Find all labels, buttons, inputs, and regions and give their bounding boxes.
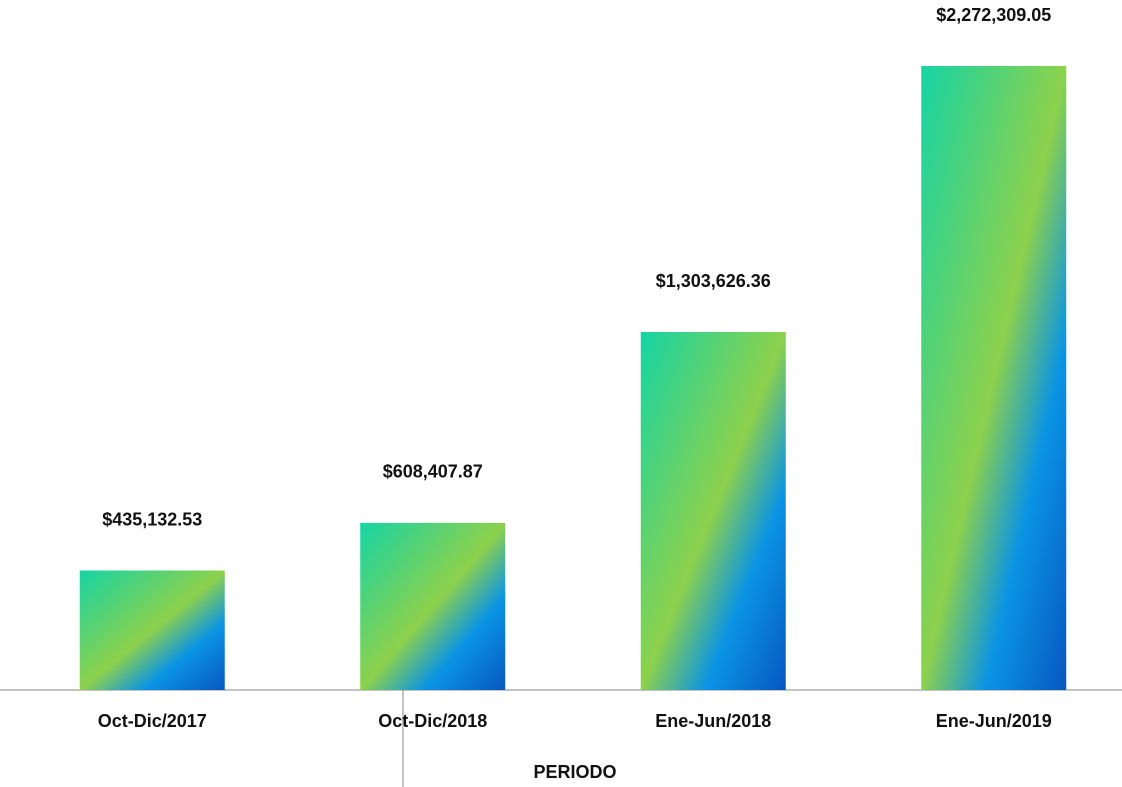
x-tick-label: Oct-Dic/2018 bbox=[378, 711, 487, 731]
bar bbox=[79, 570, 225, 690]
value-label: $435,132.53 bbox=[102, 509, 202, 529]
value-label: $608,407.87 bbox=[383, 462, 483, 482]
value-label: $1,303,626.36 bbox=[656, 271, 771, 291]
bar bbox=[360, 522, 506, 690]
x-tick-label: Ene-Jun/2019 bbox=[936, 711, 1052, 731]
value-label: $2,272,309.05 bbox=[936, 5, 1051, 25]
x-axis-title: PERIODO bbox=[533, 762, 616, 782]
x-tick-label: Ene-Jun/2018 bbox=[655, 711, 771, 731]
bar bbox=[640, 332, 786, 690]
bar bbox=[921, 66, 1067, 690]
x-tick-label: Oct-Dic/2017 bbox=[98, 711, 207, 731]
